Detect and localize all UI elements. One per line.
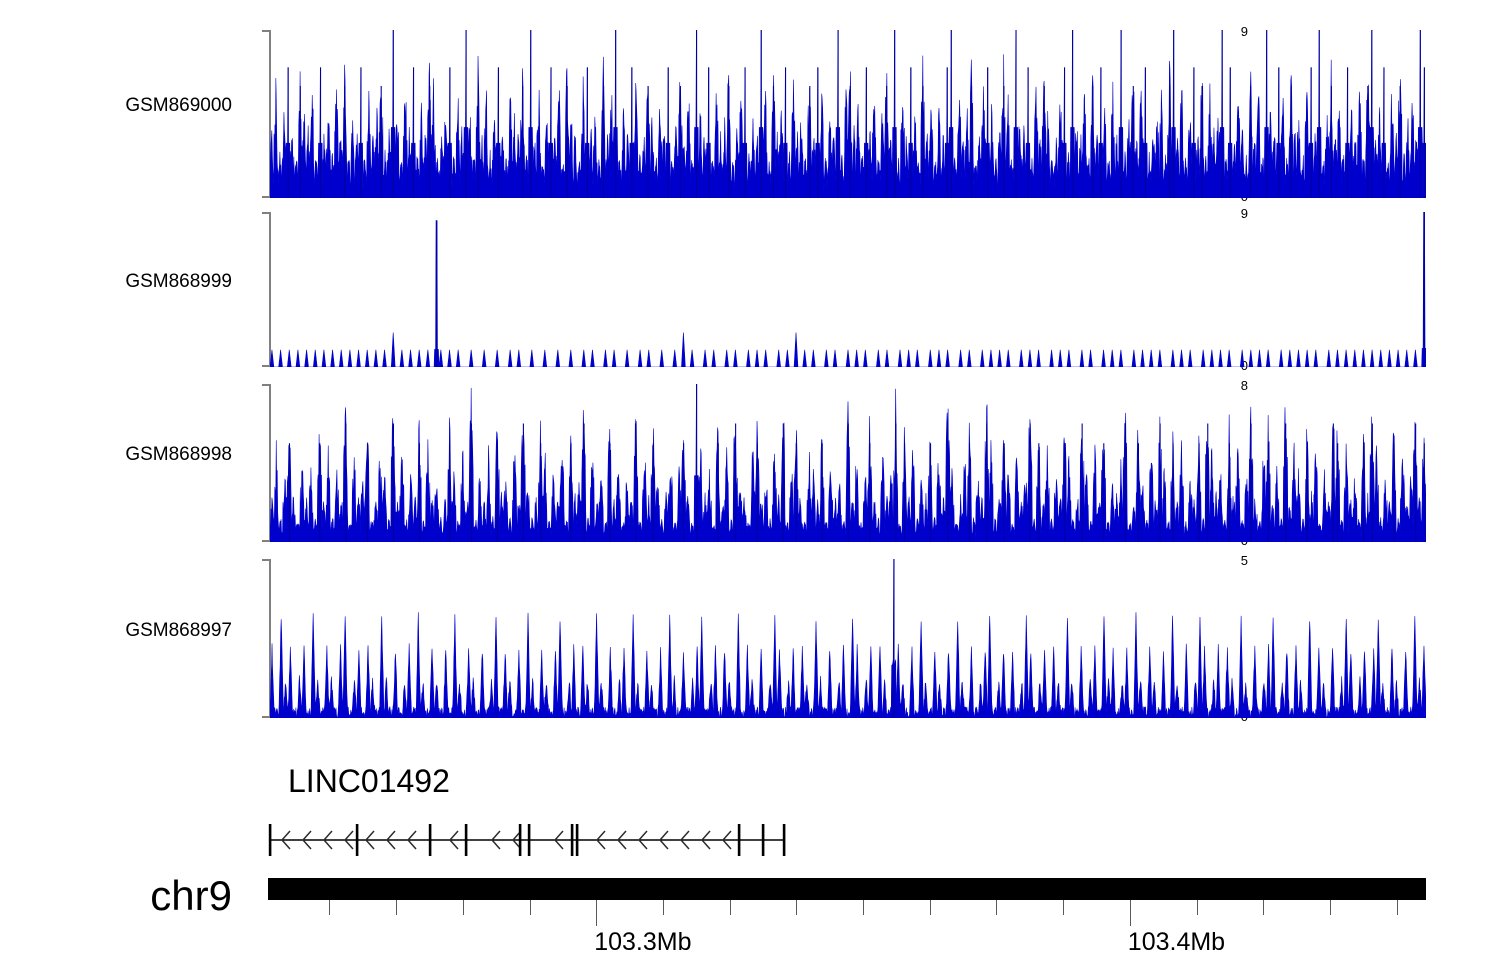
- track-row-gsm869000: GSM869000 9 0: [0, 25, 1500, 203]
- coverage-area: [270, 559, 1426, 718]
- axis-minor-tick: [1396, 900, 1398, 915]
- axis-max-label: 9: [1240, 206, 1248, 221]
- axis-minor-tick: [329, 900, 331, 915]
- gene-annotation-track[interactable]: LINC01492: [0, 745, 1500, 856]
- axis-major-tick: [1129, 900, 1131, 926]
- gene-exon[interactable]: [527, 824, 531, 856]
- coverage-plot-gsm868999: [270, 212, 1426, 367]
- axis-major-tick: [596, 900, 598, 926]
- y-axis: [262, 384, 271, 542]
- strand-arrow-icon: [511, 830, 522, 850]
- gene-exon[interactable]: [575, 824, 579, 856]
- coverage-plot-gsm868997: [270, 559, 1426, 718]
- axis-minor-tick: [996, 900, 998, 915]
- axis-minor-tick: [1196, 900, 1198, 915]
- strand-arrow-icon: [364, 830, 375, 850]
- strand-arrow-icon: [343, 830, 354, 850]
- gene-model[interactable]: [0, 820, 1500, 860]
- coverage-plot-gsm868998: [270, 384, 1426, 542]
- axis-tick-max: [262, 384, 271, 386]
- axis-spine: [269, 30, 271, 198]
- strand-arrow-icon: [490, 830, 501, 850]
- axis-tick-max: [262, 212, 271, 214]
- track-row-gsm868997: GSM868997 5 0: [0, 554, 1500, 723]
- axis-minor-tick: [462, 900, 464, 915]
- gene-exon[interactable]: [518, 824, 522, 856]
- gene-exon[interactable]: [268, 824, 272, 856]
- axis-tick-min: [262, 365, 271, 367]
- chromosome-axis-track: chr9 103.3Mb 103.4Mb: [0, 860, 1500, 980]
- track-label: GSM868997: [125, 620, 232, 641]
- track-label: GSM869000: [125, 95, 232, 116]
- axis-max-label: 9: [1240, 24, 1248, 39]
- track-label: GSM868998: [125, 444, 232, 465]
- axis-minor-tick: [796, 900, 798, 915]
- strand-arrow-icon: [679, 830, 690, 850]
- gene-exon[interactable]: [355, 824, 359, 856]
- axis-minor-tick: [529, 900, 531, 915]
- track-label: GSM868999: [125, 271, 232, 292]
- axis-spine: [269, 559, 271, 718]
- gene-exon[interactable]: [464, 824, 468, 856]
- axis-tick-min: [262, 540, 271, 542]
- y-axis: [262, 559, 271, 718]
- gene-exon[interactable]: [737, 824, 741, 856]
- axis-spine: [269, 384, 271, 542]
- strand-arrow-icon: [553, 830, 564, 850]
- strand-arrow-icon: [616, 830, 627, 850]
- track-row-gsm868998: GSM868998 8 0: [0, 379, 1500, 547]
- axis-tick-min: [262, 196, 271, 198]
- gene-exon[interactable]: [570, 824, 574, 856]
- axis-minor-tick: [396, 900, 398, 915]
- gene-exon[interactable]: [761, 824, 765, 856]
- gene-exon[interactable]: [782, 824, 786, 856]
- strand-arrow-icon: [322, 830, 333, 850]
- chromosome-label: chr9: [150, 872, 232, 919]
- axis-minor-tick: [729, 900, 731, 915]
- track-row-gsm868999: GSM868999 9 0: [0, 207, 1500, 372]
- strand-arrow-icon: [301, 830, 312, 850]
- strand-arrow-icon: [637, 830, 648, 850]
- axis-max-label: 8: [1240, 378, 1248, 393]
- axis-minor-tick: [662, 900, 664, 915]
- axis-tick-label: 103.3Mb: [594, 928, 692, 956]
- axis-minor-tick: [863, 900, 864, 915]
- axis-minor-tick: [1063, 900, 1065, 915]
- coverage-area: [270, 30, 1426, 198]
- y-axis: [262, 212, 271, 367]
- axis-minor-tick: [929, 900, 931, 915]
- axis-min-label: 0: [1240, 358, 1248, 373]
- strand-arrow-icon: [700, 830, 711, 850]
- axis-spine: [269, 212, 271, 367]
- axis-tick-min: [262, 716, 271, 718]
- gene-name-label: LINC01492: [288, 763, 450, 799]
- axis-max-label: 5: [1240, 553, 1248, 568]
- axis-tick-label: 103.4Mb: [1127, 928, 1226, 956]
- strand-arrow-icon: [280, 830, 291, 850]
- coverage-area: [270, 212, 1426, 367]
- coverage-plot-gsm869000: [270, 30, 1426, 198]
- strand-arrow-icon: [406, 830, 417, 850]
- gene-exon[interactable]: [428, 824, 432, 856]
- axis-minor-tick: [1263, 900, 1265, 915]
- strand-arrow-icon: [658, 830, 669, 850]
- axis-minor-tick: [1329, 900, 1331, 915]
- axis-tick-max: [262, 559, 271, 561]
- axis-tick-max: [262, 30, 271, 32]
- strand-arrow-icon: [448, 830, 459, 850]
- strand-arrow-icon: [595, 830, 606, 850]
- ideogram-bar[interactable]: [268, 878, 1426, 900]
- strand-arrow-icon: [385, 830, 396, 850]
- y-axis: [262, 30, 271, 198]
- strand-arrow-icon: [721, 830, 732, 850]
